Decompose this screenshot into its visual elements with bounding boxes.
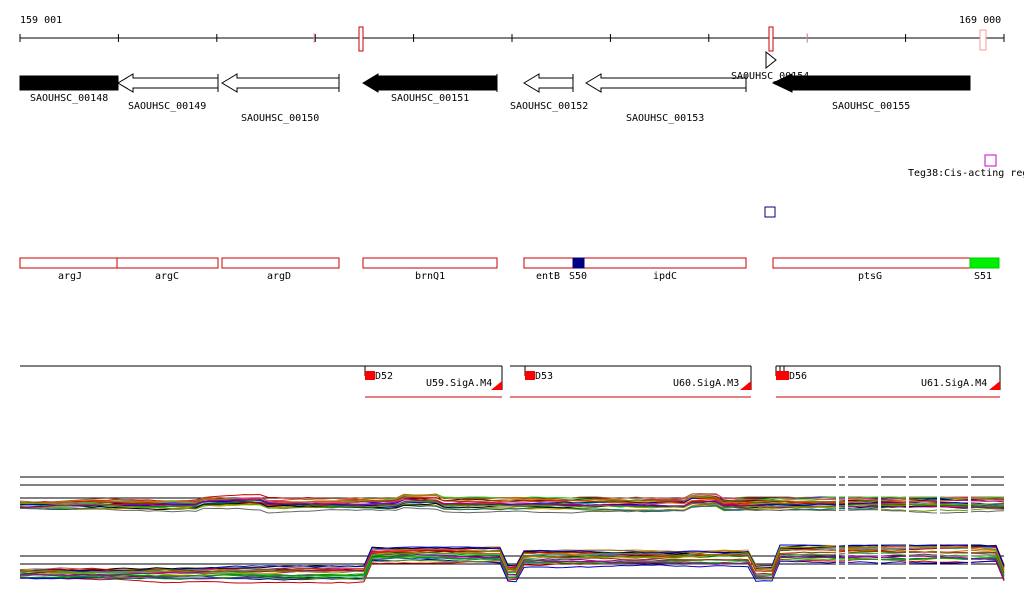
regulatory-track: Teg38:Cis-acting reg [764,154,1024,218]
operon-gene-box[interactable] [523,257,747,269]
expression-lines [19,493,1005,514]
expression-gap [836,476,839,586]
gene-label[interactable]: SAOUHSC_00149 [128,101,206,112]
promoter-label[interactable]: D56 [789,371,807,382]
operon-gene-label[interactable]: brnQ1 [415,271,445,282]
expression-gap [878,476,881,586]
expression-line [19,558,1005,584]
operon-track: argJ argC argD brnQ1 entB S50 ipdC ptsG … [19,257,1000,282]
gene-label[interactable]: SAOUHSC_00148 [30,93,108,104]
gene-arrow[interactable] [771,73,971,93]
ruler-marker[interactable] [768,26,774,52]
operon-gene-label[interactable]: ptsG [858,271,882,282]
expression-line [19,556,1005,579]
operon-gene-box[interactable] [19,257,118,269]
expression-gap [906,476,909,586]
site-box[interactable] [572,257,585,269]
gene-label[interactable]: SAOUHSC_00155 [832,101,910,112]
site-label[interactable]: S51 [974,271,992,282]
expression-line [20,544,1005,572]
transcription-unit[interactable] [510,365,752,398]
promoter-label[interactable]: D52 [375,371,393,382]
gene-arrow[interactable] [585,73,747,93]
operon-gene-box[interactable] [362,257,498,269]
expression-gap [937,476,940,586]
expression-lines [19,544,1005,584]
gene-arrow[interactable] [19,75,119,91]
regulatory-square[interactable] [984,154,997,167]
gene-label[interactable]: SAOUHSC_00150 [241,113,319,124]
operon-gene-box[interactable] [221,257,340,269]
gene-label[interactable]: SAOUHSC_00154 [731,71,809,82]
ruler-end-label: 169 000 [959,15,1001,26]
transcription-unit[interactable] [364,365,503,398]
gene-label[interactable]: SAOUHSC_00153 [626,113,704,124]
operon-gene-box[interactable] [772,257,971,269]
ruler-marker[interactable] [979,29,987,51]
operon-gene-box[interactable] [116,257,219,269]
gene-arrow[interactable] [362,73,498,93]
promoter-label[interactable]: D53 [535,371,553,382]
gene-arrow[interactable] [765,50,777,70]
operon-gene-label[interactable]: argJ [58,271,82,282]
expression-line [19,545,1005,574]
expression-gap [845,476,848,586]
expression-line [19,493,1005,504]
expression-track-2 [19,544,1005,584]
operon-gene-label[interactable]: ipdC [653,271,677,282]
expression-track-1 [19,476,1005,514]
operon-gene-label[interactable]: entB [536,271,560,282]
site-box[interactable] [969,257,1000,269]
ruler-track: 159 001 169 000 [19,15,1005,52]
regulatory-label[interactable]: Teg38:Cis-acting reg [908,168,1024,179]
expression-gaps [836,476,971,586]
transcription-unit[interactable] [775,365,1001,398]
expression-line [19,553,1005,581]
gene-arrow[interactable] [523,73,574,93]
gene-track: SAOUHSC_00148 SAOUHSC_00149 SAOUHSC_0015… [19,50,971,124]
expression-line [19,500,1005,510]
expression-line [19,552,1005,578]
promoter-box [365,371,375,380]
promoter-track: D52 U59.SigA.M4 D53 U60.SigA.M3 D56 U61.… [20,365,1001,398]
feature-square[interactable] [764,206,776,218]
transcription-unit-label[interactable]: U60.SigA.M3 [673,378,739,389]
promoter-box [525,371,535,380]
transcription-unit-label[interactable]: U59.SigA.M4 [426,378,492,389]
expression-gap [968,476,971,586]
site-label[interactable]: S50 [569,271,587,282]
gene-arrow[interactable] [117,73,219,93]
expression-line [19,499,1005,508]
gene-label[interactable]: SAOUHSC_00152 [510,101,588,112]
ruler-marker[interactable] [358,26,364,52]
ruler-start-label: 159 001 [20,15,62,26]
gene-arrow[interactable] [221,73,340,93]
expression-line [19,504,1005,514]
operon-gene-label[interactable]: argC [155,271,179,282]
gene-label[interactable]: SAOUHSC_00151 [391,93,469,104]
transcription-unit-label[interactable]: U61.SigA.M4 [921,378,987,389]
promoter-box [776,371,789,380]
operon-gene-label[interactable]: argD [267,271,291,282]
